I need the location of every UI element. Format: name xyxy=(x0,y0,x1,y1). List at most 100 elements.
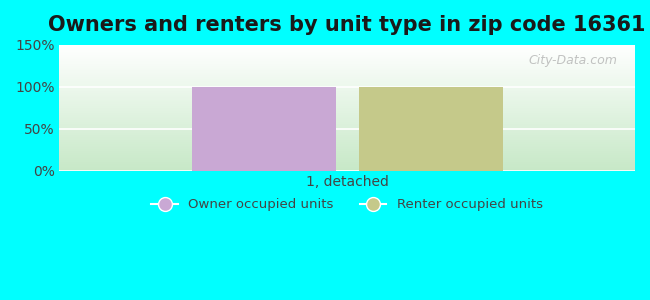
Title: Owners and renters by unit type in zip code 16361: Owners and renters by unit type in zip c… xyxy=(49,15,646,35)
Bar xyxy=(59,122,635,123)
Bar xyxy=(59,103,635,104)
Bar xyxy=(59,110,635,111)
Bar xyxy=(59,107,635,108)
Bar xyxy=(59,125,635,126)
Bar xyxy=(59,101,635,102)
Bar xyxy=(59,66,635,67)
Bar xyxy=(59,149,635,150)
Bar xyxy=(59,146,635,147)
Bar xyxy=(59,161,635,162)
Bar xyxy=(59,56,635,57)
Bar xyxy=(59,51,635,52)
Bar xyxy=(59,150,635,151)
Bar xyxy=(59,115,635,116)
Bar xyxy=(59,142,635,143)
Bar xyxy=(59,160,635,161)
Bar xyxy=(59,68,635,69)
Bar xyxy=(59,104,635,105)
Bar xyxy=(59,145,635,146)
Bar xyxy=(59,116,635,117)
Bar xyxy=(59,155,635,156)
Bar xyxy=(59,151,635,152)
Bar xyxy=(59,108,635,109)
Bar xyxy=(59,76,635,77)
Bar xyxy=(59,143,635,144)
Bar xyxy=(59,157,635,158)
Bar xyxy=(59,59,635,60)
Bar xyxy=(59,139,635,140)
Bar xyxy=(59,61,635,62)
Bar xyxy=(59,129,635,130)
Bar xyxy=(59,130,635,131)
Bar xyxy=(59,83,635,84)
Bar xyxy=(59,87,635,88)
Bar xyxy=(59,60,635,61)
Bar xyxy=(59,112,635,113)
Bar xyxy=(59,64,635,65)
Bar xyxy=(192,87,335,171)
Bar xyxy=(59,141,635,142)
Bar xyxy=(59,69,635,70)
Bar xyxy=(59,168,635,169)
Bar xyxy=(59,106,635,107)
Bar xyxy=(59,137,635,138)
Bar xyxy=(59,53,635,54)
Bar xyxy=(59,94,635,95)
Bar xyxy=(59,74,635,75)
Bar xyxy=(59,153,635,154)
Bar xyxy=(59,113,635,114)
Bar xyxy=(59,170,635,171)
Bar xyxy=(59,93,635,94)
Bar xyxy=(59,126,635,127)
Bar xyxy=(59,92,635,93)
Bar xyxy=(59,45,635,46)
Bar xyxy=(59,52,635,53)
Bar xyxy=(59,96,635,97)
Bar xyxy=(59,156,635,157)
Bar xyxy=(59,159,635,160)
Bar xyxy=(59,95,635,96)
Bar xyxy=(59,118,635,119)
Bar xyxy=(59,47,635,48)
Bar xyxy=(59,71,635,72)
Bar xyxy=(59,49,635,50)
Bar xyxy=(59,163,635,164)
Bar xyxy=(59,167,635,168)
Bar xyxy=(59,84,635,85)
Bar xyxy=(59,89,635,90)
Bar xyxy=(59,148,635,149)
Text: City-Data.com: City-Data.com xyxy=(529,54,617,67)
Bar xyxy=(59,117,635,118)
Bar xyxy=(59,105,635,106)
Bar xyxy=(59,55,635,56)
Bar xyxy=(59,144,635,145)
Bar xyxy=(59,136,635,137)
Bar xyxy=(59,90,635,91)
Bar xyxy=(59,134,635,135)
Bar xyxy=(59,77,635,78)
Bar xyxy=(359,87,502,171)
Bar xyxy=(59,162,635,163)
Bar xyxy=(59,57,635,58)
Bar xyxy=(59,132,635,133)
Bar xyxy=(59,140,635,141)
Bar xyxy=(59,154,635,155)
Bar xyxy=(59,119,635,120)
Bar xyxy=(59,65,635,66)
Bar xyxy=(59,121,635,122)
Bar xyxy=(59,98,635,99)
Bar xyxy=(59,114,635,115)
Bar xyxy=(59,99,635,100)
Bar xyxy=(59,73,635,74)
Bar xyxy=(59,165,635,166)
Bar xyxy=(59,48,635,49)
Bar xyxy=(59,97,635,98)
Bar xyxy=(59,152,635,153)
Bar xyxy=(59,166,635,167)
Bar xyxy=(59,85,635,86)
Bar xyxy=(59,128,635,129)
Bar xyxy=(59,169,635,170)
Bar xyxy=(59,127,635,128)
Bar xyxy=(59,147,635,148)
Bar xyxy=(59,81,635,82)
